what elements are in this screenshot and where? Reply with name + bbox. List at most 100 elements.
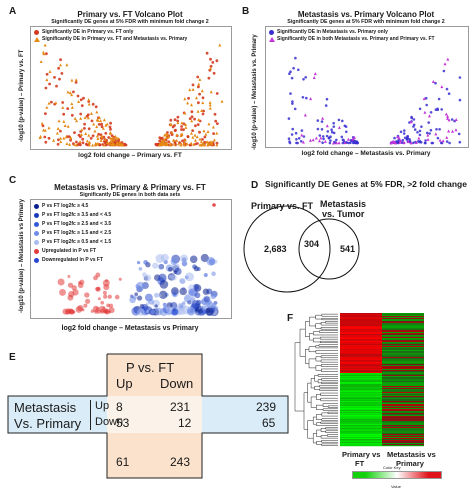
data-point — [434, 81, 437, 85]
data-point — [418, 133, 422, 137]
data-point — [435, 128, 438, 131]
heatmap-cell — [382, 414, 424, 416]
heatmap-cell — [382, 408, 424, 410]
data-point — [332, 121, 335, 125]
data-point-triangle — [351, 137, 355, 141]
venn-count-left-only: 2,683 — [264, 244, 287, 254]
data-point — [206, 256, 216, 266]
volcano-plot-a-points — [38, 43, 224, 147]
heatmap-cell — [382, 396, 424, 398]
data-point-triangle — [443, 62, 447, 66]
heatmap-cell — [382, 340, 424, 342]
data-point-triangle — [163, 142, 167, 146]
data-point — [67, 294, 74, 301]
data-point-triangle — [80, 128, 84, 132]
data-point-triangle — [208, 140, 212, 144]
heatmap-cell — [340, 412, 382, 414]
data-point — [325, 134, 329, 138]
data-point-triangle — [64, 135, 68, 139]
data-point-triangle — [39, 59, 43, 63]
data-point-triangle — [308, 138, 312, 142]
table-e-col-header: P vs. FT — [126, 360, 175, 375]
heatmap-cell — [382, 353, 424, 355]
heatmap-cell — [340, 367, 382, 369]
data-point — [214, 119, 218, 123]
heatmap-cell — [382, 429, 424, 431]
heatmap-cell — [340, 316, 382, 318]
data-point — [329, 135, 332, 138]
data-point-triangle — [95, 110, 99, 114]
heatmap-cell — [340, 353, 382, 355]
heatmap-cell — [340, 346, 382, 348]
heatmap-cell — [382, 377, 424, 379]
heatmap-cell — [382, 373, 424, 375]
data-point-triangle — [311, 138, 315, 142]
heatmap-cell — [340, 349, 382, 351]
data-point — [107, 136, 111, 139]
data-point — [83, 127, 86, 130]
heatmap-cell — [382, 354, 424, 356]
data-point — [89, 136, 93, 140]
data-point — [110, 134, 114, 137]
data-point — [137, 295, 143, 301]
data-point — [341, 138, 345, 142]
data-point — [406, 135, 409, 138]
data-point — [416, 131, 419, 134]
data-point-triangle — [352, 135, 356, 139]
heatmap-cell — [340, 331, 382, 333]
data-point-triangle — [426, 133, 430, 137]
data-point-triangle — [96, 137, 100, 141]
data-point — [145, 302, 150, 306]
venn-circle-primary-vs-ft — [243, 205, 331, 293]
heatmap-cell — [340, 438, 382, 440]
heatmap-cell — [340, 376, 382, 378]
data-point-triangle — [74, 78, 78, 82]
data-point — [355, 140, 359, 144]
heatmap-cell — [340, 414, 382, 416]
data-point — [399, 130, 403, 134]
heatmap-cell — [340, 347, 382, 349]
data-point — [67, 282, 74, 288]
data-point — [211, 61, 215, 64]
legend-c-label: Upregulated in P vs FT — [42, 248, 97, 254]
heatmap-cell — [382, 433, 424, 435]
data-point — [182, 122, 186, 126]
heatmap-cell — [382, 372, 424, 374]
data-point — [160, 253, 169, 262]
heatmap-cell — [340, 345, 382, 347]
data-point-triangle — [41, 128, 45, 132]
data-point-triangle — [434, 132, 438, 136]
data-point-triangle — [118, 140, 122, 144]
data-point-triangle — [45, 78, 49, 82]
data-point — [320, 128, 324, 131]
heatmap-cell — [382, 430, 424, 432]
data-point-triangle — [335, 141, 339, 145]
data-point-triangle — [206, 129, 210, 133]
heatmap-cell — [382, 409, 424, 411]
heatmap-cell — [340, 390, 382, 392]
data-point-triangle — [427, 114, 431, 118]
heatmap-cell — [340, 443, 382, 445]
heatmap-cell — [382, 401, 424, 403]
heatmap-cell — [340, 440, 382, 442]
data-point — [43, 135, 47, 139]
data-point — [322, 137, 325, 141]
data-point — [299, 140, 303, 143]
data-point — [78, 281, 82, 285]
heatmap-cell — [340, 397, 382, 399]
data-point — [102, 290, 107, 295]
heatmap-cell — [340, 415, 382, 417]
data-point-triangle — [318, 139, 322, 143]
panel-letter-a: A — [9, 6, 17, 17]
heatmap-cell — [340, 421, 382, 423]
table-e-cell-down-down: 12 — [178, 416, 192, 430]
data-point-triangle — [70, 93, 74, 97]
data-point — [62, 308, 69, 315]
heatmap-cell — [382, 332, 424, 334]
panel-d-title: Significantly DE Genes at 5% FDR, >2 fol… — [265, 179, 467, 189]
data-point — [44, 86, 48, 90]
heatmap-cell — [382, 398, 424, 400]
data-point-triangle — [61, 105, 65, 109]
heatmap-cell — [340, 329, 382, 331]
heatmap-cell — [382, 368, 424, 370]
